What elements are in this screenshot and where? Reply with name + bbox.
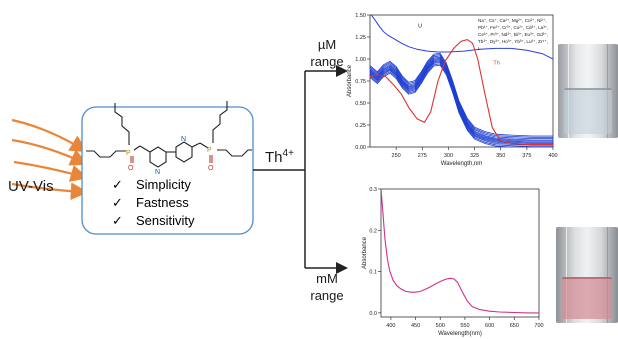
feature-label: Sensitivity xyxy=(136,213,195,228)
check-icon: ✓ xyxy=(112,213,123,228)
x-tick-label: 375 xyxy=(522,153,531,159)
branch-connector xyxy=(253,65,348,274)
x-axis-label: Wavelength,nm xyxy=(441,161,482,167)
thorium-spectrum-line xyxy=(370,38,553,145)
atom-n-right: N xyxy=(181,136,186,143)
ion-spectrum-line xyxy=(370,57,553,142)
x-tick-label: 350 xyxy=(496,153,505,159)
x-tick-label: 400 xyxy=(548,153,557,159)
ion-spectrum-line xyxy=(370,52,553,137)
check-icon: ✓ xyxy=(112,195,123,210)
y-tick-label: 0.3 xyxy=(369,187,377,193)
ion-spectrum-line xyxy=(370,62,553,146)
thorium-mm-spectrum-line xyxy=(381,189,539,314)
uv-arrow-2 xyxy=(11,138,88,166)
ligand-structure xyxy=(86,101,252,168)
interference-legend-line: Pb²⁺, Fe²⁺, Cr³⁺, Cu²⁺, Cd²⁺, La³⁺, xyxy=(478,25,548,30)
uv-arrows xyxy=(11,118,89,201)
feature-label: Simplicity xyxy=(136,177,191,192)
uv-arrow-1 xyxy=(11,118,88,153)
x-tick-label: 650 xyxy=(510,323,519,329)
x-tick-label: 700 xyxy=(534,323,543,329)
thorium-symbol: Th xyxy=(265,149,283,166)
y-tick-label: 0.50 xyxy=(355,101,366,107)
y-axis-label: Absorbance xyxy=(362,236,368,269)
millimolar-unit: mM xyxy=(316,271,338,286)
ion-spectrum-line xyxy=(370,54,553,138)
uv-arrow-4 xyxy=(11,182,89,201)
feature-item: ✓ Sensitivity xyxy=(112,212,252,230)
feature-item: ✓ Simplicity xyxy=(112,176,252,194)
pink-vial-photo xyxy=(556,227,618,323)
atom-o-right: O xyxy=(208,165,214,172)
x-axis-label: Wavelength(nm) xyxy=(438,331,482,337)
thorium-label: Th4+ xyxy=(265,148,294,166)
y-tick-label: 0.25 xyxy=(355,123,366,129)
clear-solution xyxy=(564,88,612,134)
ion-spectrum-line xyxy=(370,61,553,145)
ion-spectrum-line xyxy=(370,56,553,141)
x-tick-label: 325 xyxy=(470,153,479,159)
thorium-charge: 4+ xyxy=(282,148,294,159)
atom-p-right: P xyxy=(207,147,212,154)
feature-list: ✓ Simplicity ✓ Fastness ✓ Sensitivity xyxy=(112,176,252,230)
micromolar-range-label: µM range xyxy=(303,36,351,70)
y-tick-label: 0.0 xyxy=(369,311,377,317)
interference-legend-line: Tb³⁺, Dy³⁺, Ho³⁺, Yb³⁺, Lu³⁺, Zr⁴⁺, xyxy=(478,39,548,44)
micromolar-word: range xyxy=(310,54,344,69)
x-tick-label: 400 xyxy=(386,323,395,329)
y-tick-label: 0.75 xyxy=(355,79,366,85)
feature-label: Fastness xyxy=(136,195,189,210)
interference-legend-line: Na⁺, Cs⁺, Ca²⁺, Mg²⁺, Co²⁺, Ni²⁺, xyxy=(478,18,547,23)
clear-vial-photo xyxy=(558,44,618,138)
thorium-annotation: Th xyxy=(493,60,499,66)
y-axis-label: Absorbance xyxy=(347,64,353,97)
ion-spectrum-line xyxy=(370,58,553,143)
ion-spectrum-line xyxy=(370,63,553,147)
uv-arrow-3 xyxy=(13,160,89,182)
check-icon: ✓ xyxy=(112,177,123,192)
millimolar-range-label: mM range xyxy=(303,270,351,304)
uranium-spectrum-line xyxy=(370,15,553,60)
vial-glass xyxy=(566,227,608,323)
atom-o-left: O xyxy=(128,165,134,172)
atom-p-left: P xyxy=(126,150,131,157)
ion-spectrum-line xyxy=(370,55,553,140)
pink-solution xyxy=(562,277,612,319)
interference-legend-line: Ce³⁺, Pr³⁺, Nd³⁺, Bi³⁺, Eu³⁺, Gd³⁺, xyxy=(478,32,548,37)
plot-frame xyxy=(380,188,540,318)
micromolar-unit: µM xyxy=(317,37,337,52)
lower-spectrum-chart: 400 450 500 550 600 650 700 0.0 0.1 0.2 0.3 Wavelen… xyxy=(362,187,544,337)
y-tick-label: 0.1 xyxy=(369,270,377,276)
y-tick-label: 0.2 xyxy=(369,228,377,234)
feature-item: ✓ Fastness xyxy=(112,194,252,212)
ion-spectrum-line xyxy=(370,59,553,144)
x-tick-label: 500 xyxy=(436,323,445,329)
ion-spectrum-line xyxy=(370,64,521,147)
uv-vis-label: UV-Vis xyxy=(8,178,54,195)
uranium-annotation: U xyxy=(418,23,422,29)
x-tick-label: 275 xyxy=(418,153,427,159)
y-tick-label: 0.00 xyxy=(355,145,366,151)
upper-spectrum-chart: 250 275 300 325 350 375 400 0.00 0.25 0.50 0.75 1.0… xyxy=(347,13,558,167)
x-tick-label: 600 xyxy=(485,323,494,329)
y-tick-label: 1.25 xyxy=(355,35,366,41)
y-tick-label: 1.00 xyxy=(355,57,366,63)
interference-legend-line: L xyxy=(478,46,481,51)
x-tick-label: 450 xyxy=(411,323,420,329)
y-tick-label: 1.50 xyxy=(355,13,366,19)
millimolar-word: range xyxy=(310,288,344,303)
atom-n-left: N xyxy=(155,169,160,176)
x-tick-label: 300 xyxy=(444,153,453,159)
x-tick-label: 250 xyxy=(392,153,401,159)
x-tick-label: 550 xyxy=(460,323,469,329)
